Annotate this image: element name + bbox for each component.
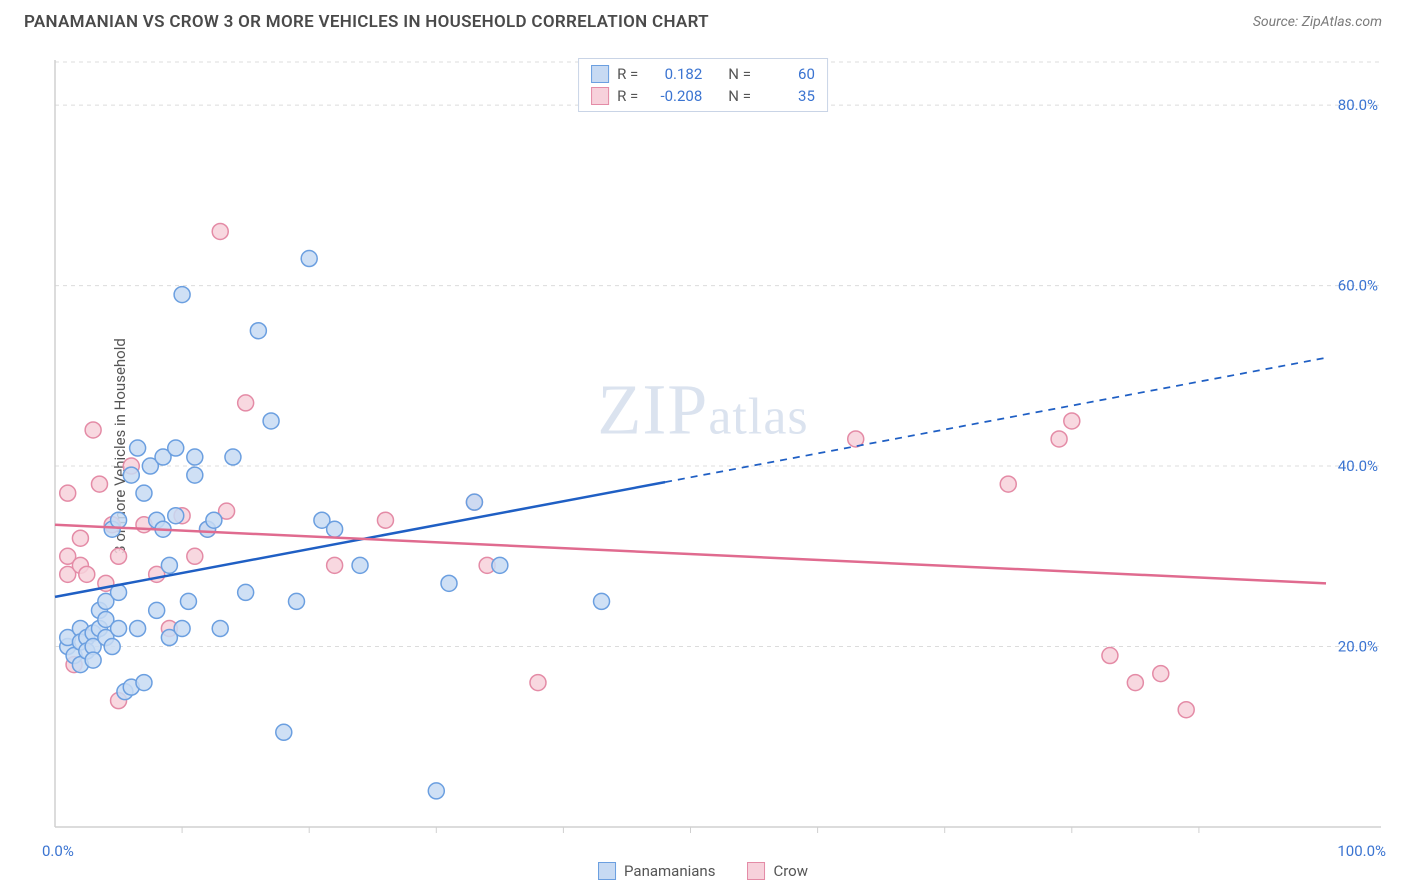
legend-item-panamanians: Panamanians — [598, 862, 715, 880]
r-value-2: -0.208 — [650, 87, 702, 105]
r-label: R = — [617, 87, 638, 105]
swatch-icon — [591, 65, 609, 83]
x-tick-min: 0.0% — [42, 842, 74, 860]
legend-stats: R = 0.182 N = 60 R = -0.208 N = 35 — [578, 58, 828, 112]
swatch-icon — [591, 87, 609, 105]
n-label: N = — [728, 65, 751, 83]
legend-label: Panamanians — [624, 862, 715, 880]
r-label: R = — [617, 65, 638, 83]
legend-stats-row-1: R = 0.182 N = 60 — [591, 63, 815, 85]
legend-stats-row-2: R = -0.208 N = 35 — [591, 85, 815, 107]
swatch-icon — [747, 862, 765, 880]
svg-text:80.0%: 80.0% — [1338, 96, 1378, 114]
svg-text:60.0%: 60.0% — [1338, 277, 1378, 295]
x-tick-max: 100.0% — [1337, 842, 1386, 860]
swatch-icon — [598, 862, 616, 880]
legend-series: Panamanians Crow — [598, 862, 808, 880]
svg-text:20.0%: 20.0% — [1338, 638, 1378, 656]
scatter-plot-svg: 20.0% 40.0% 60.0% 80.0% — [50, 55, 1386, 837]
n-label: N = — [728, 87, 751, 105]
chart-area: 20.0% 40.0% 60.0% 80.0% — [50, 55, 1386, 837]
legend-item-crow: Crow — [747, 862, 808, 880]
r-value-1: 0.182 — [650, 65, 702, 83]
n-value-1: 60 — [763, 65, 815, 83]
svg-text:40.0%: 40.0% — [1338, 457, 1378, 475]
n-value-2: 35 — [763, 87, 815, 105]
legend-label: Crow — [773, 862, 808, 880]
chart-source: Source: ZipAtlas.com — [1253, 14, 1382, 30]
chart-title: PANAMANIAN VS CROW 3 OR MORE VEHICLES IN… — [24, 12, 709, 32]
